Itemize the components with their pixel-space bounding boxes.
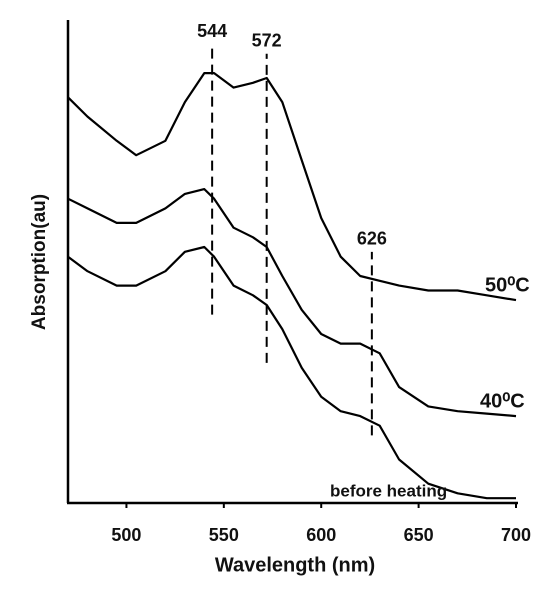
spectrum-line — [67, 72, 517, 302]
peak-label: 626 — [357, 229, 387, 249]
x-tick-label: 500 — [111, 525, 141, 545]
spectrum-line — [67, 245, 516, 500]
series-label: 40⁰C — [480, 390, 525, 412]
peak-label: 572 — [252, 31, 282, 51]
y-axis-label: Absorption(au) — [29, 194, 50, 330]
x-tick-label: 600 — [306, 525, 336, 545]
series-label: before heating — [330, 481, 447, 500]
spectrum-line — [67, 188, 517, 418]
x-tick-label: 550 — [209, 525, 239, 545]
x-tick-label: 650 — [404, 525, 434, 545]
x-axis-label: Wavelength (nm) — [215, 554, 375, 576]
series-label: 50⁰C — [485, 274, 530, 296]
peak-label: 544 — [197, 21, 227, 41]
x-tick-label: 700 — [501, 525, 531, 545]
